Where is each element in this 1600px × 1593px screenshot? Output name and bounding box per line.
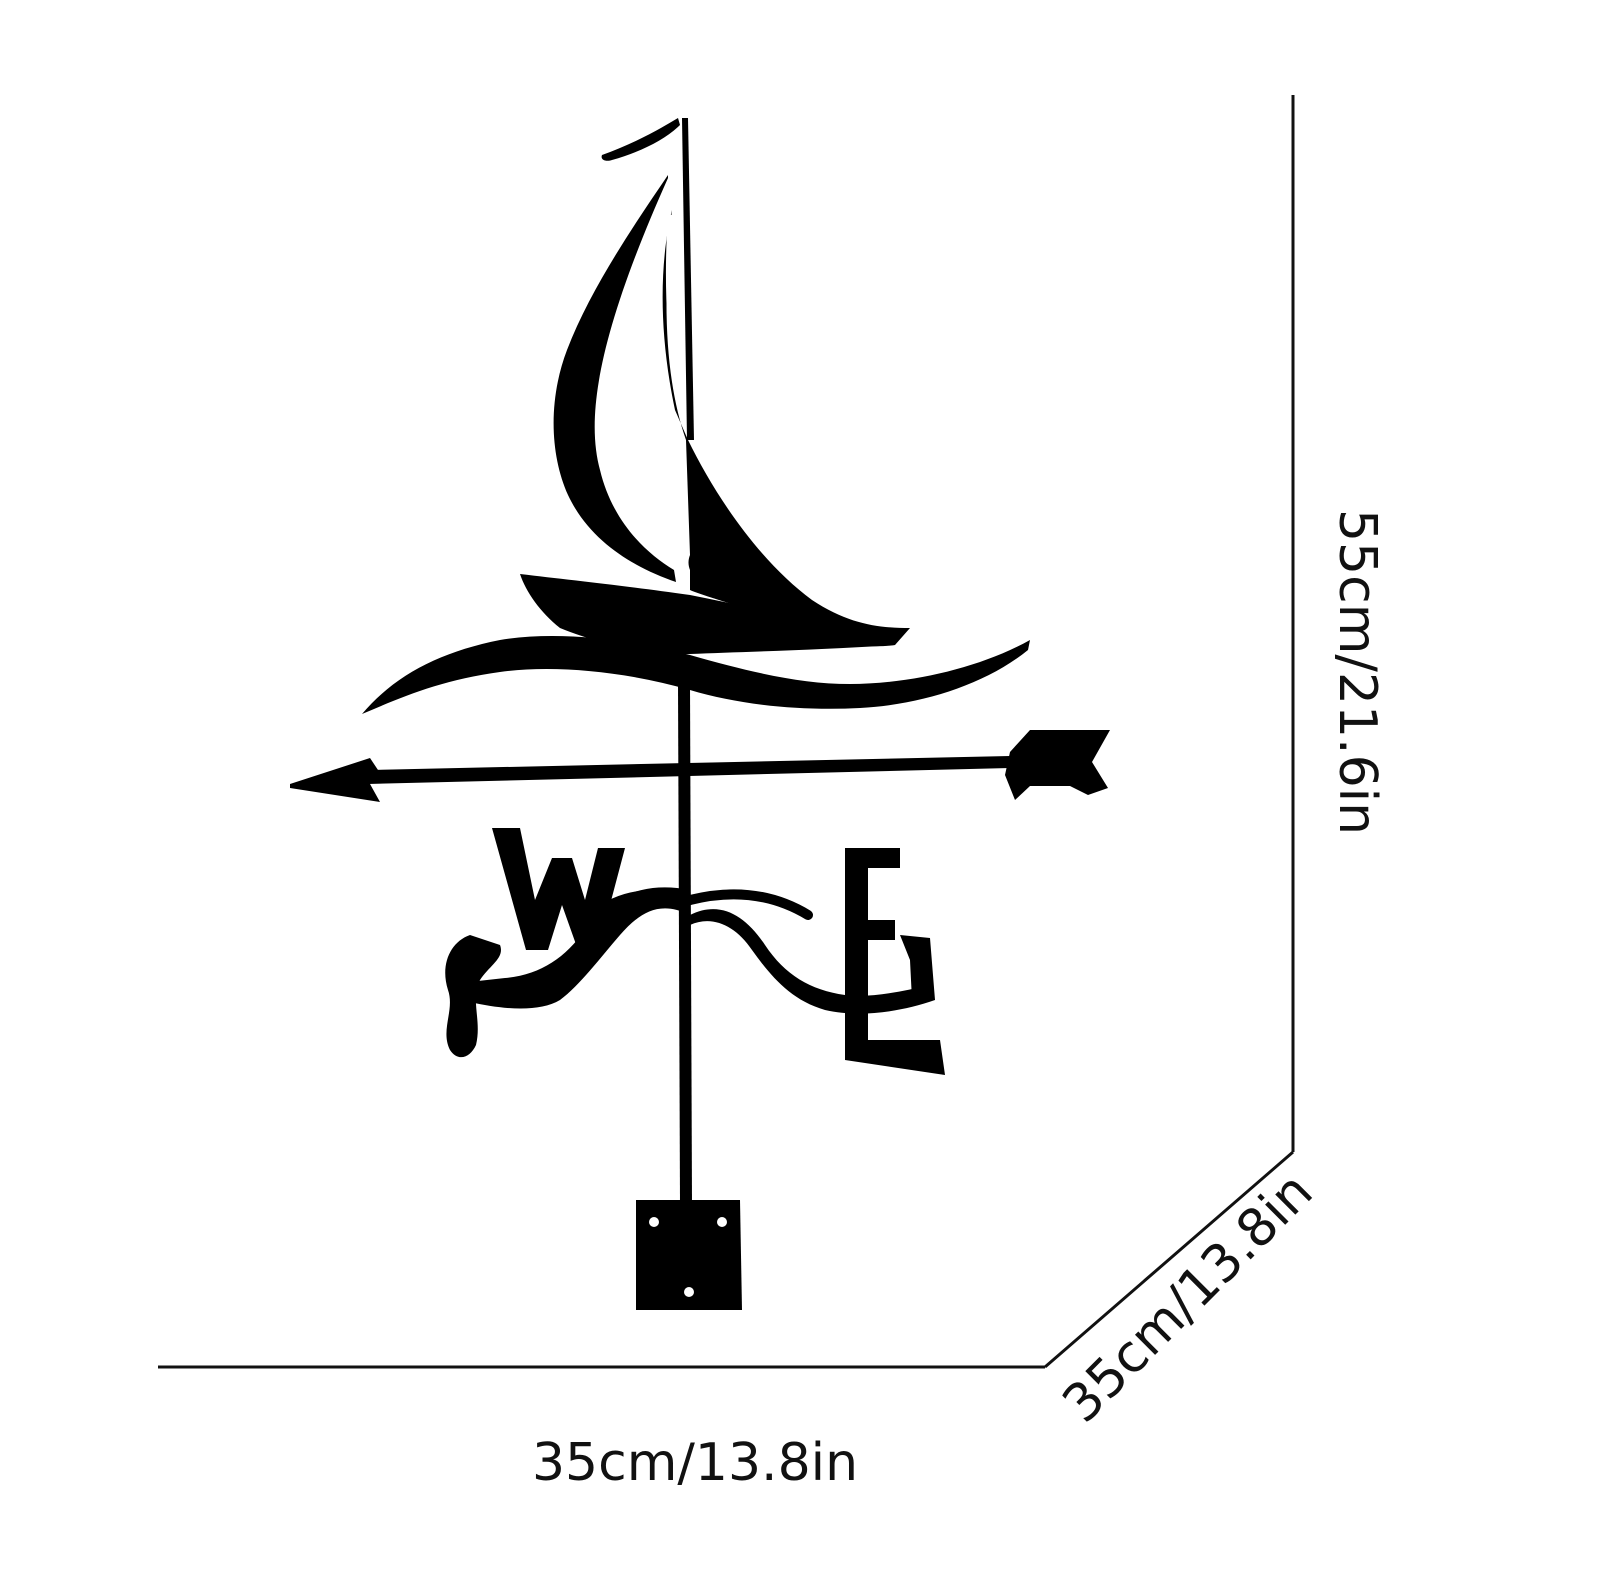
hull <box>520 574 900 655</box>
depth-label: 35cm/13.8in <box>1051 1161 1324 1434</box>
plate-hole <box>684 1287 694 1297</box>
width-label: 35cm/13.8in <box>532 1433 858 1493</box>
height-label: 55cm/21.6in <box>1327 509 1387 835</box>
mounting-plate <box>636 1200 742 1310</box>
arrow-tail-icon <box>1005 730 1110 800</box>
plate-hole <box>649 1217 659 1227</box>
wave-icon <box>362 635 1030 714</box>
right-scroll-ornament <box>690 909 935 1014</box>
right-curl <box>900 935 935 1000</box>
dimension-lines <box>158 95 1295 1369</box>
sail-body <box>662 210 910 647</box>
arrow-head-icon <box>290 758 380 802</box>
plate-hole <box>717 1217 727 1227</box>
depth-dimension-line <box>1044 1150 1294 1369</box>
arrow-shaft <box>368 756 1010 784</box>
right-cable <box>685 889 813 920</box>
vane-rod <box>678 684 692 1205</box>
pennant-flag-icon <box>601 118 680 161</box>
weather-vane-silhouette <box>290 118 1110 1310</box>
sail-icon <box>553 175 676 582</box>
left-cable <box>590 890 695 920</box>
letter-w-icon <box>492 828 625 950</box>
left-curl <box>445 935 501 1058</box>
letter-e-icon <box>845 848 945 1075</box>
left-scroll-ornament <box>454 887 690 1009</box>
mast <box>682 118 694 440</box>
sail-slot <box>665 215 682 408</box>
